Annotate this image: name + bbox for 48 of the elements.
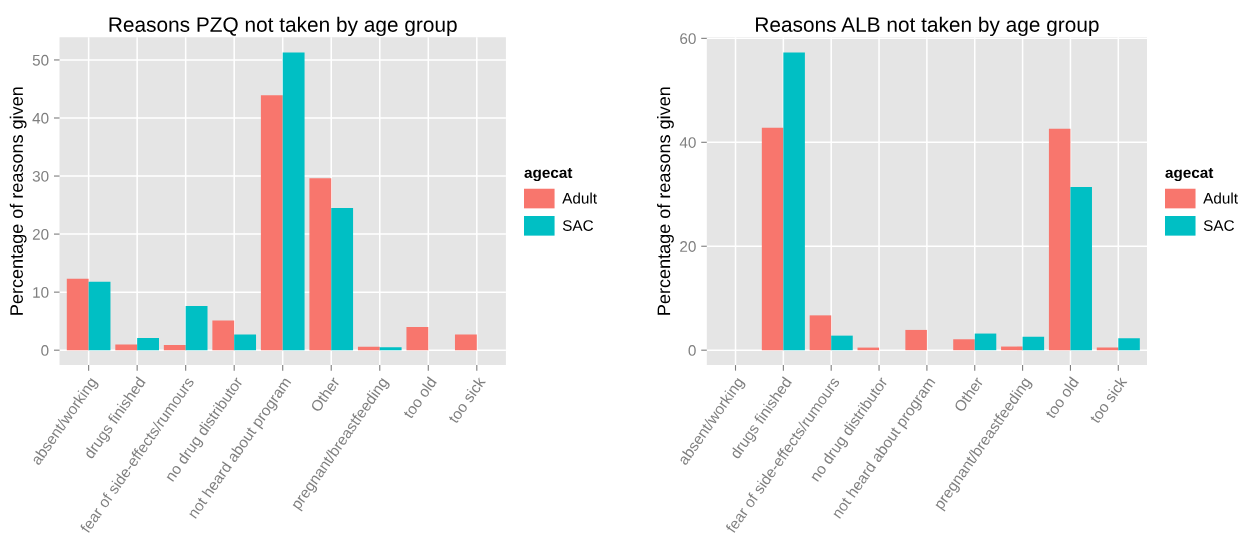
y-tick-label: 40 [32, 112, 49, 124]
bar [974, 333, 997, 351]
bar [185, 306, 208, 351]
y-tick-label: 0 [41, 345, 49, 356]
bar [454, 334, 477, 351]
legend-label: Adult [1203, 192, 1238, 204]
bar [406, 326, 429, 351]
bar [953, 339, 975, 351]
y-tick-label: 50 [32, 54, 49, 66]
y-tick-label: 10 [33, 287, 49, 298]
legend-label: SAC [562, 220, 594, 231]
y-tick-label: 0 [688, 345, 696, 356]
y-tick-label: 20 [680, 241, 696, 252]
bar [137, 338, 159, 351]
bar [1118, 338, 1140, 351]
bar [331, 207, 354, 351]
y-tick-label: 40 [679, 137, 696, 148]
bar [761, 127, 784, 351]
bar [831, 335, 853, 351]
y-tick-label: 60 [680, 33, 696, 45]
bar [309, 178, 332, 351]
bar [1070, 186, 1092, 351]
bar [379, 347, 402, 351]
y-tick-label: 20 [32, 228, 49, 240]
bar [783, 52, 805, 351]
y-axis-title: Percentage of reasons given [9, 87, 27, 315]
bar [809, 315, 832, 351]
legend-label: SAC [1203, 220, 1234, 231]
chart-title: Reasons PZQ not taken by age group [109, 16, 457, 37]
bar [212, 320, 235, 351]
bar [282, 52, 305, 351]
x-tick-label: too old [402, 376, 437, 420]
chart-title: Reasons ALB not taken by age group [756, 16, 1099, 37]
bar [88, 281, 111, 351]
bar [234, 334, 257, 351]
bar [66, 278, 89, 351]
bar [163, 344, 186, 351]
y-tick-label: 30 [32, 170, 49, 182]
bar [260, 95, 283, 351]
legend-title: agecat [1165, 167, 1214, 182]
legend-label: Adult [562, 192, 597, 204]
bar [115, 344, 138, 351]
bar [1048, 128, 1071, 351]
legend-title: agecat [524, 167, 573, 182]
bar [905, 329, 927, 351]
x-tick-label: too old [1044, 376, 1080, 420]
y-axis-title: Percentage of reasons given [657, 87, 674, 315]
bar [1022, 336, 1045, 351]
